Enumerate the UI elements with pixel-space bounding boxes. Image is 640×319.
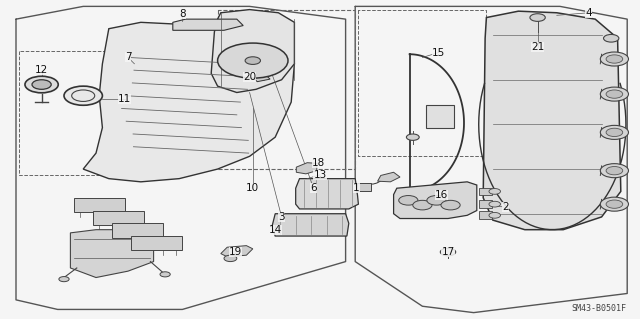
Circle shape (245, 57, 260, 64)
Circle shape (440, 248, 456, 256)
Text: 16: 16 (435, 189, 448, 200)
Circle shape (489, 189, 500, 194)
Circle shape (59, 277, 69, 282)
Circle shape (25, 76, 58, 93)
Circle shape (606, 55, 623, 63)
Circle shape (399, 196, 418, 205)
Circle shape (600, 52, 628, 66)
Polygon shape (479, 211, 492, 219)
Polygon shape (83, 22, 294, 182)
Polygon shape (112, 223, 163, 238)
Polygon shape (378, 172, 400, 182)
Circle shape (600, 125, 628, 139)
Circle shape (224, 255, 237, 262)
Polygon shape (394, 182, 477, 219)
Circle shape (64, 86, 102, 105)
Circle shape (600, 164, 628, 178)
Text: 3: 3 (278, 212, 285, 222)
Polygon shape (70, 230, 154, 278)
Text: 4: 4 (586, 8, 592, 18)
Circle shape (606, 167, 623, 175)
Circle shape (160, 272, 170, 277)
Polygon shape (479, 200, 492, 208)
Text: 19: 19 (229, 247, 242, 257)
Polygon shape (253, 75, 270, 82)
Polygon shape (131, 236, 182, 250)
Text: 20: 20 (243, 71, 256, 82)
Text: SM43-B0501F: SM43-B0501F (571, 304, 626, 313)
Text: 6: 6 (310, 183, 317, 193)
Text: 13: 13 (314, 170, 326, 180)
Circle shape (530, 14, 545, 21)
Polygon shape (296, 179, 358, 209)
Text: 2: 2 (502, 202, 509, 212)
Polygon shape (479, 188, 492, 195)
Polygon shape (296, 163, 317, 174)
Circle shape (218, 43, 288, 78)
Text: 12: 12 (35, 65, 48, 75)
Text: 10: 10 (246, 183, 259, 193)
Text: 17: 17 (442, 247, 454, 257)
Text: 18: 18 (312, 158, 325, 168)
Circle shape (413, 200, 432, 210)
Text: 21: 21 (531, 42, 544, 52)
Circle shape (32, 80, 51, 89)
Circle shape (427, 196, 446, 205)
Circle shape (604, 34, 619, 42)
Polygon shape (483, 11, 621, 230)
Circle shape (406, 134, 419, 140)
Circle shape (606, 128, 623, 137)
Polygon shape (93, 211, 144, 225)
Polygon shape (221, 246, 253, 257)
Text: 11: 11 (118, 94, 131, 104)
Polygon shape (74, 198, 125, 212)
Polygon shape (173, 19, 243, 30)
Circle shape (606, 200, 623, 208)
Polygon shape (357, 183, 371, 191)
Text: 1: 1 (353, 183, 360, 193)
Circle shape (600, 87, 628, 101)
Circle shape (489, 201, 500, 207)
Circle shape (441, 200, 460, 210)
Circle shape (600, 197, 628, 211)
Text: 14: 14 (269, 225, 282, 235)
Polygon shape (272, 214, 349, 236)
Circle shape (606, 90, 623, 98)
Text: 15: 15 (432, 48, 445, 58)
Polygon shape (426, 105, 454, 128)
Circle shape (489, 212, 500, 218)
Text: 7: 7 (125, 52, 131, 63)
Polygon shape (211, 10, 294, 93)
Text: 8: 8 (179, 9, 186, 19)
